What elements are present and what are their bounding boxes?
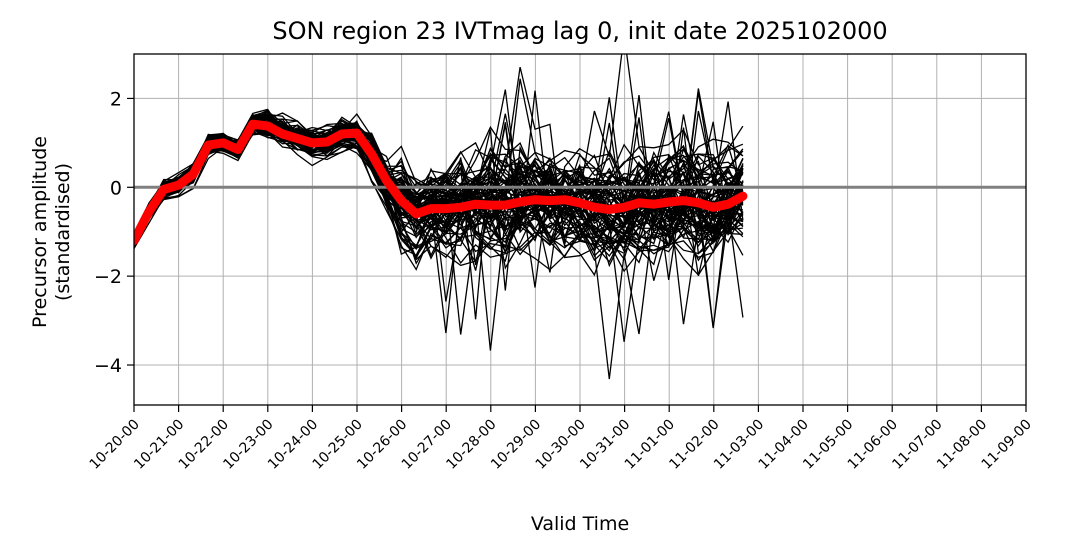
ensemble-member-line xyxy=(134,133,744,267)
y-axis: 2 0 −2 −4 xyxy=(94,88,134,377)
ensemble-mean-line xyxy=(134,119,748,246)
x-axis-label: Valid Time xyxy=(531,513,629,535)
chart-title: SON region 23 IVTmag lag 0, init date 20… xyxy=(272,17,887,45)
plot-area xyxy=(134,54,1026,380)
y-tick-label: −2 xyxy=(94,266,122,288)
y-tick-label: −4 xyxy=(94,355,122,377)
y-tick-label: 0 xyxy=(110,177,122,199)
y-axis-label-line1: Precursor amplitude xyxy=(29,136,51,328)
y-axis-label-line2: (standardised) xyxy=(52,163,74,301)
x-axis: 10-20-0010-21-0010-22-0010-23-0010-24-00… xyxy=(87,405,1035,473)
y-tick-label: 2 xyxy=(110,88,122,110)
